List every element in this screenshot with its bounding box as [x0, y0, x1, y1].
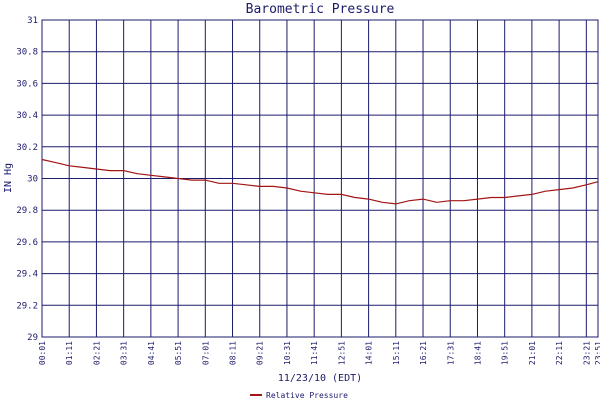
y-axis-label: IN Hg: [3, 163, 14, 193]
y-tick-label: 30.8: [16, 48, 38, 58]
x-tick-label: 02:21: [92, 341, 101, 365]
x-tick-label: 21:01: [528, 341, 537, 365]
x-tick-label: 07:01: [201, 341, 210, 365]
y-tick-label: 29.2: [16, 301, 38, 311]
x-tick-label: 01:11: [65, 341, 74, 365]
x-tick-label: 23:21: [582, 341, 591, 365]
x-tick-label: 04:41: [147, 341, 156, 365]
x-tick-label: 18:41: [473, 341, 482, 365]
y-tick-label: 31: [27, 16, 38, 26]
legend: Relative Pressure: [250, 391, 348, 400]
x-tick-label: 12:51: [337, 341, 346, 365]
y-tick-label: 29.4: [16, 270, 38, 280]
series-line-relative-pressure: [41, 158, 599, 205]
x-tick-label: 09:21: [256, 341, 265, 365]
x-tick-label: 08:11: [229, 341, 238, 365]
y-tick-label: 29.6: [16, 238, 38, 248]
chart-title: Barometric Pressure: [246, 2, 395, 17]
y-tick-label: 30.2: [16, 143, 38, 153]
x-tick-label: 03:31: [120, 341, 129, 365]
x-tick-label: 22:11: [555, 341, 564, 365]
y-tick-label: 30.6: [16, 79, 38, 89]
y-tick-label: 29.8: [16, 206, 38, 216]
x-tick-label: 10:31: [283, 341, 292, 365]
x-tick-label: 17:31: [446, 341, 455, 365]
x-axis-label: 11/23/10 (EDT): [278, 373, 362, 384]
x-tick-label: 14:01: [365, 341, 374, 365]
x-tick-label: 15:11: [392, 341, 401, 365]
y-tick-label: 30.4: [16, 111, 38, 121]
x-tick-label: 23:51: [594, 341, 600, 365]
x-tick-label: 05:51: [174, 341, 183, 365]
y-tick-label: 29: [27, 333, 38, 343]
plot-area-frame: [41, 19, 599, 338]
y-axis-tick-labels: 29 29.2 29.4 29.6 29.8 30 30.2 30.4 30.6 30.8 31: [16, 16, 38, 343]
x-tick-label: 00:01: [38, 341, 47, 365]
y-tick-label: 30: [27, 175, 38, 185]
x-tick-label: 16:21: [419, 341, 428, 365]
x-axis-tick-labels: 00:01 01:11 02:21 03:31 04:41 05:51 07:01 08:11…: [38, 341, 600, 365]
legend-label-relative-pressure: Relative Pressure: [266, 391, 348, 400]
x-tick-label: 11:41: [310, 341, 319, 365]
x-tick-label: 19:51: [501, 341, 510, 365]
